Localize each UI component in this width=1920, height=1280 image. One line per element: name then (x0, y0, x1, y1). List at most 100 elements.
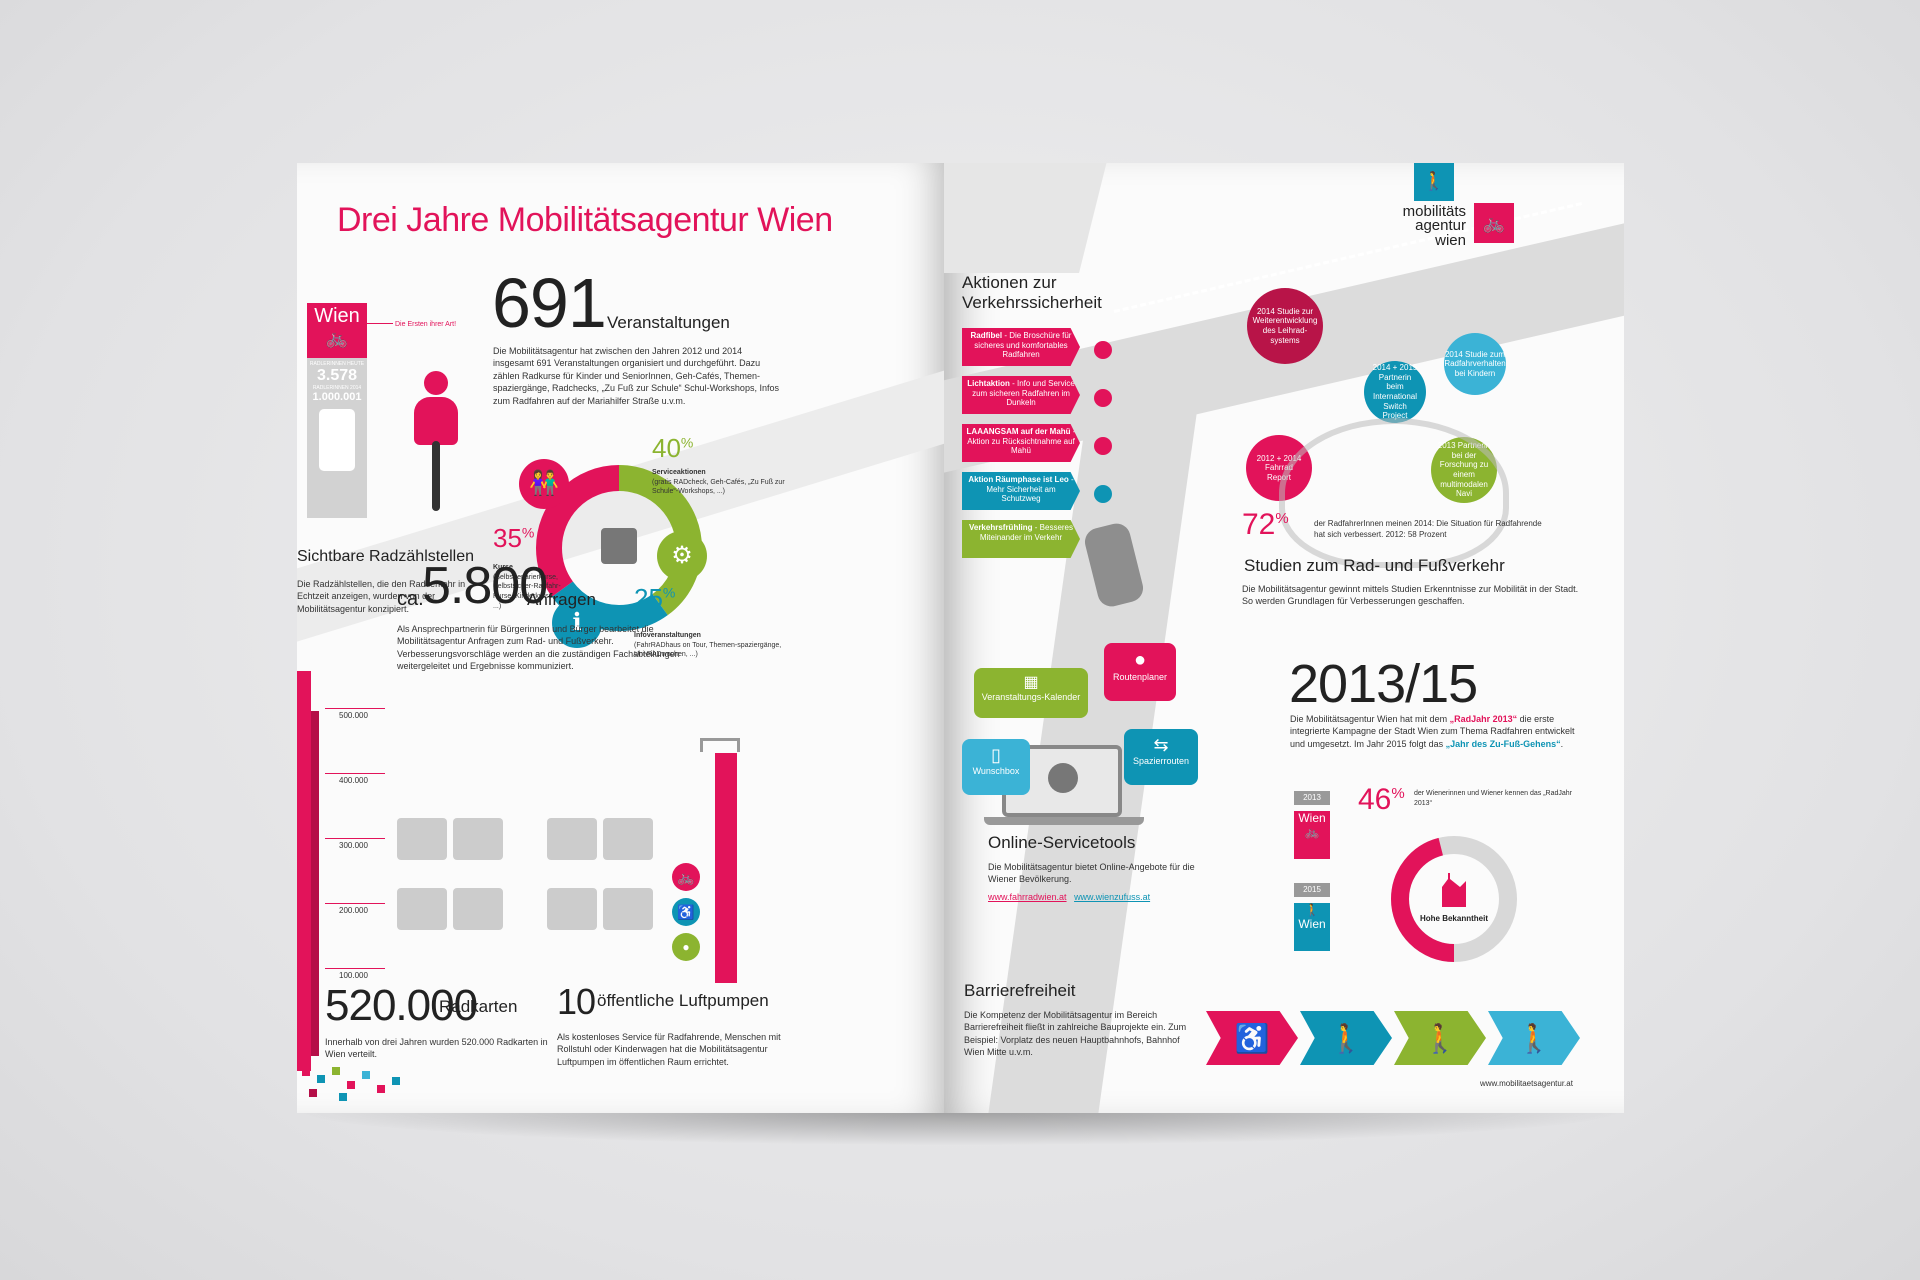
radkarten-count: 520.000 (325, 981, 478, 1030)
page-title: Drei Jahre Mobilitätsagentur Wien (337, 201, 833, 239)
smiley-icon (1094, 485, 1112, 503)
sign-cleared-icon (603, 818, 653, 860)
location-pin-icon: ● (1133, 649, 1147, 671)
info-text: (FahrRADhaus on Tour, Themen-spaziergäng… (634, 641, 782, 659)
pedestrian-cleared-icon (453, 888, 503, 930)
pumps-count: 10 (557, 981, 596, 1022)
wheelchair-ramp-icon (603, 888, 653, 930)
safety-item-text: - Besseres Miteinander im Verkehr (979, 523, 1074, 542)
awareness-desc: der Wienerinnen und Wiener kennen das „R… (1414, 790, 1572, 807)
bicycle-illustration (1279, 418, 1509, 568)
pedestrian-blocked-icon (397, 888, 447, 930)
events-label: Veranstaltungen (607, 313, 730, 332)
bike-icon: 🚲 (672, 863, 700, 891)
safety-item: Radfibel - Die Broschüre für sicheres un… (962, 328, 1080, 366)
awareness-pct-value: 46 (1358, 783, 1392, 816)
wheelchair-step-icon (547, 888, 597, 930)
year-highlight-radjahr: „RadJahr 2013“ (1449, 714, 1518, 724)
logo-line-1: mobilitäts (1402, 203, 1466, 220)
inquiries-count: 5.800 (422, 557, 548, 615)
road-corner (944, 163, 1109, 273)
tree-cleared-icon (453, 818, 503, 860)
study-pct-desc: der RadfahrerInnen meinen 2014: Die Situ… (1314, 519, 1542, 540)
calendar-icon: ▦ (1023, 674, 1039, 691)
bubble-walkroutes-label: Spazierrouten (1132, 756, 1190, 766)
safety-item-text: - Aktion zu Rücksichtnahme auf Mahü (967, 427, 1076, 456)
barrier-chevron: 🚶 (1394, 1011, 1486, 1065)
safety-item-title: Verkehrsfrühling (968, 523, 1033, 532)
safety-item: Verkehrsfrühling - Besseres Miteinander … (962, 520, 1080, 558)
safety-item: Aktion Räumphase ist Leo - Mehr Sicherhe… (962, 472, 1080, 510)
cyclist-body (414, 397, 458, 445)
donut-segment-courses (536, 465, 702, 631)
safety-item: Lichtaktion - Info und Service zum siche… (962, 376, 1080, 414)
donut-segment-info (536, 465, 702, 631)
year-body: Die Mobilitätsagentur Wien hat mit dem „… (1290, 713, 1580, 750)
left-page: Drei Jahre Mobilitätsagentur Wien Wien 🚲… (297, 163, 944, 1113)
barrier-chevron: 🚶 (1300, 1011, 1392, 1065)
pumps-label: öffentliche Luftpumpen (597, 991, 769, 1010)
info-icon: ℹ (552, 598, 602, 648)
counter-tag-line (363, 323, 393, 324)
calendar-icon (601, 528, 637, 564)
counter-header: Wien 🚲 (307, 303, 367, 358)
year-body-c: . (1560, 738, 1564, 749)
courses-text: (Selbstreparierkurse, Selbstsicher-Radfa… (493, 573, 561, 610)
smiley-icon (1094, 389, 1112, 407)
tree-blocked-icon (397, 818, 447, 860)
study-circle: 2014 Studie zum Radfahrverhalten bei Kin… (1444, 333, 1506, 395)
online-body: Die Mobilitätsagentur bietet Online-Ange… (988, 862, 1195, 885)
inquiry-pictograms (397, 818, 697, 938)
stroller-icon: ● (672, 933, 700, 961)
bike-icon: 🚲 (325, 328, 349, 348)
service-title: Serviceaktionen (652, 469, 706, 476)
counter-city: Wien (314, 305, 360, 327)
radkarten-tick-label: 200.000 (325, 903, 385, 916)
signpost-icon: ⇆ (1153, 735, 1169, 755)
document-icon: ▯ (991, 745, 1001, 765)
counter-pillar: RADLERINNEN HEUTE 3.578 RADLERINNEN 2014… (307, 358, 367, 518)
safety-item-text: - Mehr Sicherheit am Schutzweg (986, 475, 1074, 504)
barrier-chevron: 🚶 (1488, 1011, 1580, 1065)
year-tag-2013: 2013 (1294, 791, 1330, 805)
studies-heading: Studien zum Rad- und Fußverkehr (1244, 556, 1505, 575)
link-wienzufuss[interactable]: www.wienzufuss.at (1074, 892, 1151, 902)
logo-wordmark: mobilitäts agentur wien (1344, 203, 1466, 249)
wien-badge-2015: 🚶 Wien (1294, 903, 1330, 951)
radkarten-stack (297, 671, 311, 1071)
pump-handle (700, 738, 740, 752)
radkarten-label: Radkarten (439, 997, 518, 1016)
cathedral-icon (1442, 873, 1466, 907)
events-count: 691 (492, 264, 607, 342)
safety-item: LAAANGSAM auf der Mahü - Aktion zu Rücks… (962, 424, 1080, 462)
wheelchair-icon: ♿ (672, 898, 700, 926)
awareness-label: Hohe Bekanntheit (1419, 914, 1488, 923)
pumps-body: Als kostenloses Service für Radfahrende,… (557, 1032, 781, 1067)
smiley-icon (1094, 341, 1112, 359)
info-title: Infoveranstaltungen (634, 632, 701, 639)
tools-icon: ⚙ (657, 531, 707, 581)
bike-icon: 🚲 (1304, 825, 1320, 839)
inquiries-body: Als Ansprechpartnerin für Bürgerinnen un… (397, 624, 680, 672)
wien-badge-2015-label: Wien (1298, 917, 1326, 931)
cyclist-head (424, 371, 448, 395)
radkarten-stack-side (311, 711, 319, 1056)
walker-logo-icon: 🚶 (1414, 163, 1454, 201)
logo-line-3: wien (1435, 231, 1466, 249)
smiley-icon (1094, 437, 1112, 455)
bubble-routes-label: Routenplaner (1112, 672, 1168, 682)
info-desc: Infoveranstaltungen (FahrRADhaus on Tour,… (634, 631, 784, 660)
wien-badge-2013-label: Wien (1298, 811, 1326, 825)
awareness-pct: 46% (1358, 783, 1405, 816)
link-fahrradwien[interactable]: www.fahrradwien.at (988, 892, 1067, 902)
awareness-donut-chart (1391, 836, 1517, 962)
barrier-body: Die Kompetenz der Mobilitätsagentur im B… (964, 1010, 1187, 1058)
bubble-walkroutes: ⇆ Spazierrouten (1124, 729, 1198, 785)
service-pct-value: 40 (652, 433, 681, 463)
safety-item-title: LAAANGSAM auf der Mahü (966, 427, 1071, 436)
service-desc: Serviceaktionen (gratis RADcheck, Geh-Caf… (652, 468, 802, 497)
safety-heading: Aktionen zur Verkehrssicherheit (962, 273, 1102, 312)
year-body-b: die erste integrierte Kampagne der Stadt… (1290, 714, 1575, 749)
counter-small2: RADLERINNEN 2014 (312, 385, 362, 391)
